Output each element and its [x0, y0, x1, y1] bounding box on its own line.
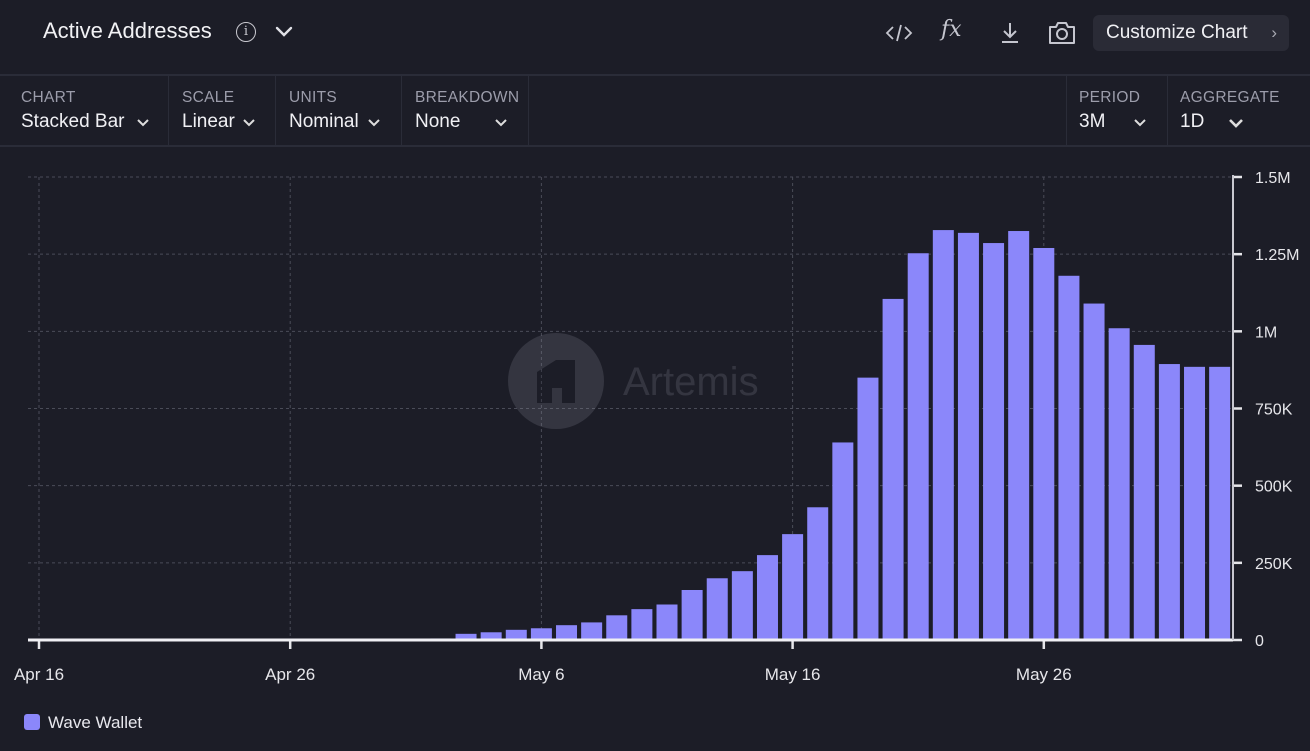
bar[interactable] [807, 507, 829, 640]
title-chevron-down-icon[interactable] [274, 22, 294, 42]
legend[interactable]: Wave Wallet [24, 713, 142, 733]
x-tick-label: Apr 16 [14, 665, 64, 684]
bar[interactable] [581, 622, 603, 640]
period-select[interactable]: PERIOD 3M [1066, 76, 1168, 145]
x-tick-label: May 16 [765, 665, 821, 684]
watermark-logo-mark [537, 360, 575, 403]
scale-label: SCALE [182, 89, 235, 106]
y-tick-label: 750K [1255, 402, 1293, 419]
chart-type-value: Stacked Bar [21, 111, 125, 132]
bars [430, 230, 1231, 641]
customize-chart-button[interactable]: Customize Chart › [1093, 15, 1289, 51]
units-select[interactable]: UNITS Nominal [276, 76, 402, 145]
y-tick-label: 1M [1255, 324, 1277, 341]
bar[interactable] [1158, 364, 1180, 640]
breakdown-select[interactable]: BREAKDOWN None [402, 76, 529, 145]
bar[interactable] [1184, 366, 1206, 640]
embed-code-icon[interactable] [885, 22, 913, 44]
units-label: UNITS [289, 89, 337, 106]
bar[interactable] [782, 534, 804, 640]
breakdown-value: None [415, 111, 461, 132]
y-tick-label: 250K [1255, 556, 1293, 573]
chevron-down-icon [1134, 119, 1146, 127]
bar[interactable] [681, 589, 703, 640]
bar[interactable] [505, 629, 527, 640]
chevron-down-icon [243, 119, 255, 127]
units-value: Nominal [289, 111, 359, 132]
bar[interactable] [1133, 344, 1155, 640]
bar[interactable] [1033, 247, 1055, 640]
breakdown-label: BREAKDOWN [415, 89, 520, 106]
scale-select[interactable]: SCALE Linear [169, 76, 276, 145]
chart-title: Active Addresses [43, 18, 212, 43]
artemis-watermark: Artemis [508, 333, 759, 429]
bar[interactable] [656, 604, 678, 640]
chart-controls: CHART Stacked Bar SCALE Linear UNITS Nom… [0, 76, 1310, 147]
period-value: 3M [1079, 111, 1106, 132]
bar[interactable] [882, 298, 904, 640]
info-icon[interactable]: i [236, 22, 256, 42]
chart-type-select[interactable]: CHART Stacked Bar [0, 76, 169, 145]
scale-value: Linear [182, 111, 235, 132]
bar[interactable] [455, 633, 477, 640]
watermark-text: Artemis [623, 360, 759, 404]
x-tick-label: May 6 [518, 665, 564, 684]
aggregate-select[interactable]: AGGREGATE 1D [1168, 76, 1310, 145]
period-label: PERIOD [1079, 89, 1141, 106]
bar[interactable] [756, 555, 778, 640]
bar[interactable] [1083, 303, 1105, 640]
x-tick-label: May 26 [1016, 665, 1072, 684]
bar[interactable] [957, 232, 979, 641]
bar[interactable] [480, 632, 502, 640]
legend-label: Wave Wallet [48, 713, 143, 732]
bar[interactable] [857, 377, 879, 640]
bar[interactable] [706, 578, 728, 640]
chevron-right-icon: › [1271, 23, 1277, 42]
y-tick-label: 0 [1255, 633, 1264, 650]
chevron-down-icon [1229, 119, 1243, 128]
bar[interactable] [983, 243, 1005, 640]
y-tick-label: 500K [1255, 479, 1293, 496]
bar[interactable] [556, 625, 578, 640]
bar[interactable] [907, 253, 929, 640]
bar[interactable] [832, 442, 854, 640]
download-icon[interactable] [999, 21, 1021, 45]
aggregate-value: 1D [1180, 111, 1205, 132]
bar-chart: Artemis 0 250K 500K 750K 1M 1.25M 1.5M Apr 16 Ap… [14, 170, 1300, 684]
chevron-down-icon [495, 119, 507, 127]
bar[interactable] [530, 628, 552, 640]
chevron-down-icon [368, 119, 380, 127]
aggregate-label: AGGREGATE [1180, 89, 1280, 106]
bar[interactable] [1108, 328, 1130, 640]
bar[interactable] [1209, 366, 1231, 640]
chart-type-label: CHART [21, 89, 76, 106]
chart-header: Active Addresses i fx Customize Chart › [0, 0, 1310, 76]
bar[interactable] [932, 230, 954, 640]
bar[interactable] [631, 609, 653, 640]
axes: 0 250K 500K 750K 1M 1.25M 1.5M Apr 16 Apr 26 May … [14, 170, 1300, 684]
legend-swatch [24, 714, 40, 730]
chevron-down-icon [137, 119, 149, 127]
customize-chart-label: Customize Chart [1106, 22, 1248, 43]
bar[interactable] [1058, 275, 1080, 640]
bar[interactable] [606, 615, 628, 640]
y-tick-label: 1.5M [1255, 170, 1291, 187]
camera-icon[interactable] [1047, 19, 1077, 46]
formula-fx-icon[interactable]: fx [941, 17, 962, 42]
bar[interactable] [1008, 231, 1030, 640]
y-tick-label: 1.25M [1255, 247, 1299, 264]
watermark-logo [508, 333, 604, 429]
bar[interactable] [731, 571, 753, 640]
x-tick-label: Apr 26 [265, 665, 315, 684]
